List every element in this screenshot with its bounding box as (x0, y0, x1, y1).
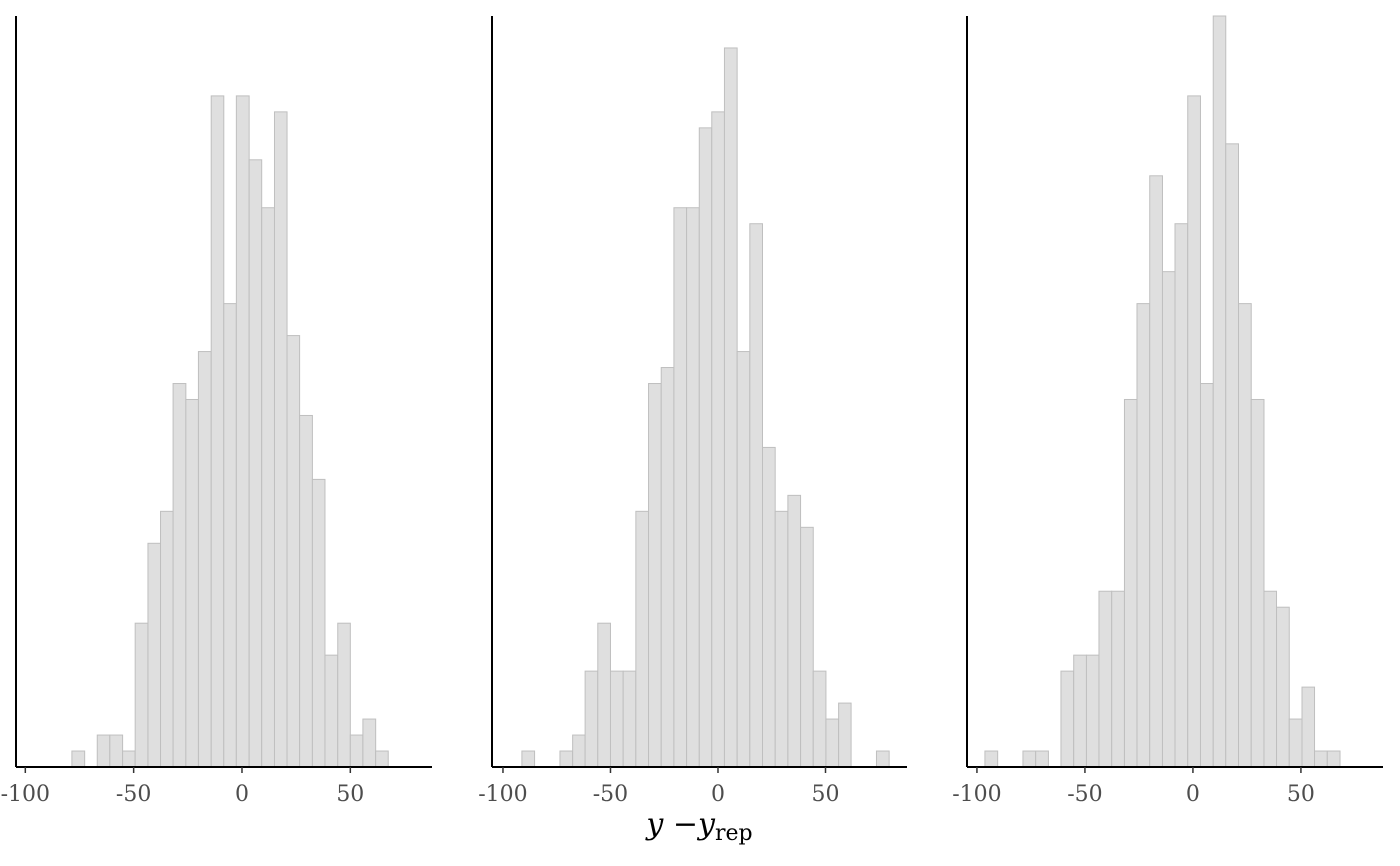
x-axis-label: y −yrep (644, 807, 752, 846)
bar (248, 159, 263, 768)
bar (160, 510, 174, 768)
bar (1301, 686, 1316, 768)
bar (1022, 750, 1037, 768)
bar (349, 734, 364, 768)
bar (711, 111, 725, 768)
bar (1060, 670, 1075, 768)
x-axis-label-sub: rep (715, 821, 753, 846)
bar (762, 446, 776, 768)
bar (147, 542, 162, 768)
bar (134, 622, 149, 768)
bar (1111, 590, 1125, 768)
bar (1136, 303, 1151, 768)
bar (362, 718, 377, 768)
bar (1212, 15, 1227, 768)
bar (223, 303, 237, 768)
bar (1199, 383, 1214, 768)
x-tick-label: 0 (1186, 782, 1200, 807)
bar (584, 670, 599, 768)
x-tick-label: 0 (711, 782, 725, 807)
bar (660, 367, 675, 768)
bar (736, 351, 751, 768)
x-tick-label: -50 (116, 782, 151, 807)
bar (1161, 271, 1176, 768)
x-tick-label: 50 (336, 782, 364, 807)
bar (609, 670, 624, 768)
bar (1288, 718, 1303, 768)
bar (686, 207, 700, 768)
bar (559, 750, 574, 768)
x-tick-label: -50 (1067, 782, 1102, 807)
bar (787, 494, 802, 768)
bar (172, 383, 187, 768)
x-tick-label: -100 (478, 782, 527, 807)
bar (875, 750, 890, 768)
bar (648, 383, 662, 768)
bar (375, 750, 389, 768)
bar (800, 526, 814, 768)
bar (984, 750, 999, 768)
bar (1035, 750, 1049, 768)
bar (749, 223, 764, 768)
bar (1276, 606, 1290, 768)
bar (698, 127, 713, 768)
bar (197, 351, 212, 768)
bar (1314, 750, 1328, 768)
bar (673, 207, 688, 768)
bar (1238, 303, 1252, 768)
bar (1098, 590, 1113, 768)
x-tick-label: 0 (235, 782, 249, 807)
x-tick-label: 50 (1287, 782, 1315, 807)
bar (1326, 750, 1341, 768)
bar (1187, 95, 1201, 768)
bar (311, 478, 326, 768)
bar (210, 95, 225, 768)
bar (838, 702, 852, 768)
x-tick-label: -100 (1, 782, 50, 807)
bar (185, 398, 199, 768)
bar (96, 734, 111, 768)
bar (299, 414, 313, 768)
bar (1073, 654, 1087, 768)
bar (597, 622, 611, 768)
bar (1085, 654, 1100, 768)
bar (635, 510, 650, 768)
bar (774, 510, 789, 768)
bar (235, 95, 250, 768)
bar (273, 111, 288, 768)
x-axis-label-main: y −y (644, 807, 716, 842)
bar (521, 750, 536, 768)
bar (723, 47, 738, 768)
x-tick-label: -100 (952, 782, 1001, 807)
x-tick-label: -50 (593, 782, 628, 807)
bar (1263, 590, 1278, 768)
bar (812, 670, 827, 768)
bar (261, 207, 275, 768)
bar (324, 654, 339, 768)
bar (572, 734, 586, 768)
bar (286, 335, 301, 768)
bar (1149, 175, 1163, 768)
bar (1174, 223, 1189, 768)
bar (825, 718, 840, 768)
bar (337, 622, 351, 768)
bar (622, 670, 637, 768)
bar (71, 750, 86, 768)
x-tick-label: 50 (812, 782, 840, 807)
bar (1123, 398, 1138, 768)
bar (109, 734, 124, 768)
bar (1250, 398, 1265, 768)
bar (1225, 143, 1240, 768)
bar (122, 750, 136, 768)
